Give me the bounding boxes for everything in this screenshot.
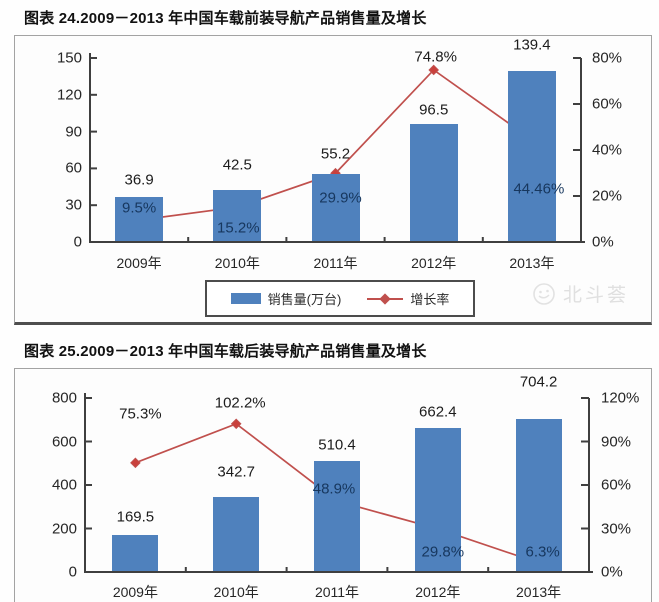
legend-line-swatch-icon [367,292,404,305]
figure25-caption: 图表 25.2009－2013 年中国车载后装导航产品销售量及增长 [24,343,427,360]
watermark-text: 北斗荟 [563,285,630,306]
legend-line-label: 增长率 [410,292,450,307]
legend-bar-swatch-icon [230,293,261,304]
watermark: 北斗荟 [531,280,629,307]
legend-item-sales: 销售量(万台) [230,289,342,308]
figure24-caption: 图表 24.2009－2013 年中国车载前装导航产品销售量及增长 [24,10,427,27]
legend-bar-label: 销售量(万台) [267,292,342,307]
chart-legend: 销售量(万台) 增长率 [205,280,475,317]
legend-item-growth: 增长率 [367,289,449,308]
legend-diamond-marker-icon [379,292,391,305]
smiley-face-icon [533,282,555,305]
figure25-chart-frame [14,368,652,602]
